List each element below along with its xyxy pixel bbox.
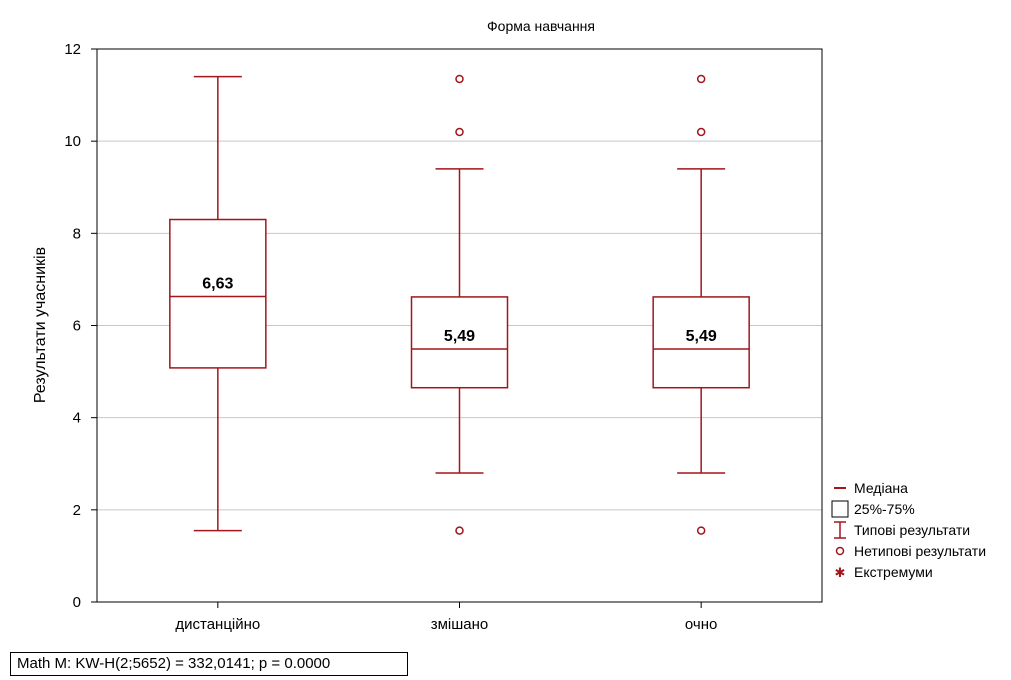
legend-symbol	[835, 546, 845, 556]
y-tick-label: 0	[73, 594, 81, 611]
legend-label: Нетипові результати	[854, 543, 986, 559]
category-label: очно	[685, 616, 717, 633]
iqr-box	[410, 296, 509, 389]
legend-label: Екстремуми	[854, 564, 933, 580]
boxes: 6,63 5,49 5,49	[169, 74, 750, 535]
y-axis-ticks: 0 2 4 6 8 10 12	[64, 41, 97, 611]
stats-annotation: Math M: KW-H(2;5652) = 332,0141; p = 0.0…	[10, 652, 408, 676]
category-labels: дистанційно змішано очно	[175, 602, 717, 633]
box-group: 5,49	[652, 74, 750, 535]
outlier-point	[455, 74, 464, 84]
y-tick-label: 6	[73, 318, 81, 335]
y-tick-label: 4	[73, 410, 81, 427]
box-group: 6,63	[169, 75, 267, 532]
outlier-point	[696, 127, 706, 137]
outlier-point	[696, 74, 706, 84]
outlier-point	[696, 526, 706, 535]
chart-title: Форма навчання	[487, 18, 595, 34]
iqr-box	[652, 296, 750, 389]
legend-symbol: ✱	[835, 566, 846, 581]
extreme-symbol: ✱	[835, 566, 846, 581]
box-plot-chart: Форма навчання Результати учасників 0 2 4 6…	[32, 18, 986, 633]
y-tick-label: 8	[73, 225, 81, 242]
legend-symbol	[831, 500, 849, 518]
iqr-box	[169, 218, 267, 369]
legend-label: Типові результати	[854, 522, 970, 538]
legend-symbol	[834, 521, 846, 539]
legend-label: Медіана	[854, 480, 908, 496]
box-group: 5,49	[410, 74, 509, 535]
legend: Медіана 25%-75% Типові результати Нетипові …	[831, 480, 986, 581]
legend-label: 25%-75%	[854, 501, 915, 517]
category-label: змішано	[431, 616, 489, 633]
outlier-symbol	[835, 546, 845, 556]
outlier-point	[455, 526, 464, 535]
outlier-point	[455, 127, 464, 137]
y-axis-label: Результати учасників	[32, 247, 49, 403]
median-label: 5,49	[444, 328, 475, 345]
category-label: дистанційно	[175, 616, 260, 633]
y-tick-label: 12	[64, 41, 81, 58]
y-tick-label: 10	[64, 133, 81, 150]
box-symbol	[831, 500, 849, 518]
y-tick-label: 2	[73, 502, 81, 519]
median-label: 5,49	[686, 328, 717, 345]
median-label: 6,63	[202, 275, 233, 292]
